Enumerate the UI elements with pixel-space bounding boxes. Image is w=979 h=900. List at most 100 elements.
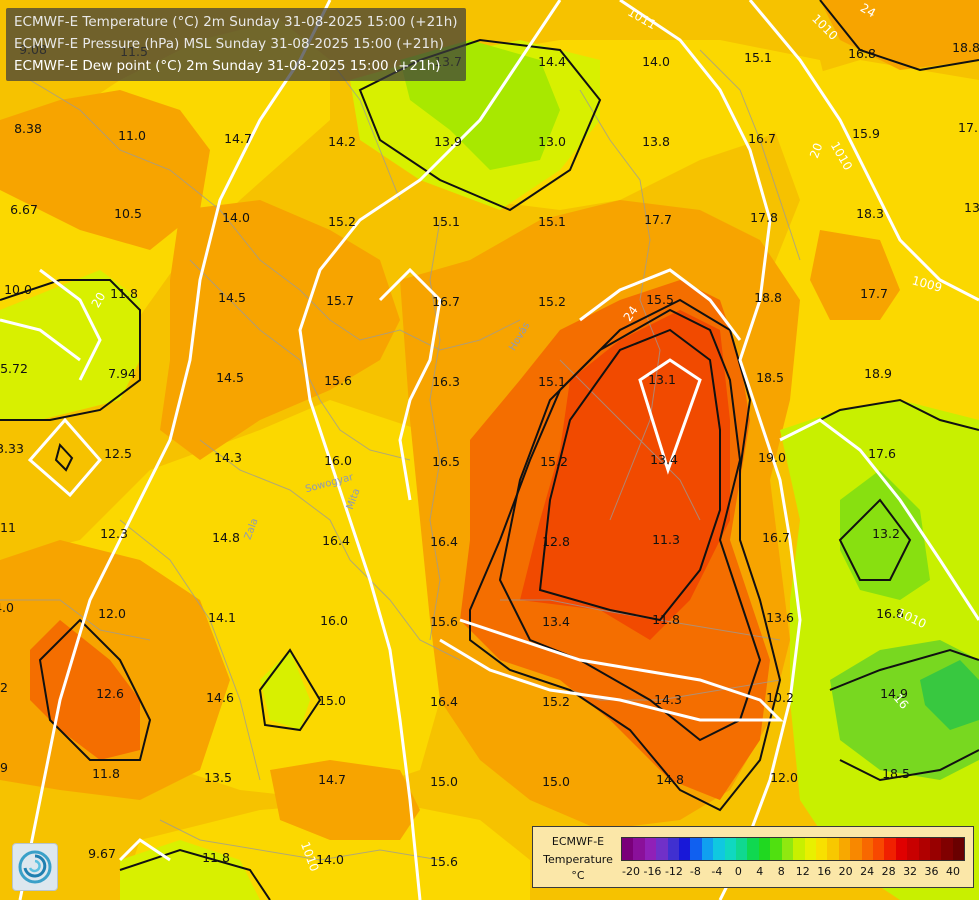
- temperature-value: 13.1: [648, 372, 676, 387]
- scale-color-step: [895, 838, 908, 860]
- scale-color-step: [941, 838, 953, 860]
- scale-color-step: [667, 838, 680, 860]
- temperature-value: 16.3: [432, 374, 460, 389]
- temperature-value: 12.5: [104, 446, 132, 461]
- temperature-value: 11.3: [652, 532, 680, 547]
- temperature-value: 6.67: [10, 202, 38, 217]
- temperature-value: 15.1: [538, 214, 566, 229]
- temperature-value: 11.0: [118, 128, 146, 143]
- dewpoint-label: 24: [858, 1, 878, 21]
- scale-color-step: [690, 838, 702, 860]
- layer-legend-panel: ECMWF-E Temperature (°C) 2m Sunday 31-08…: [6, 8, 466, 81]
- temperature-value: 15.2: [328, 214, 356, 229]
- orange-region-ne: [820, 0, 979, 70]
- temperature-value: 17.: [958, 120, 978, 135]
- temperature-value: 18.8: [754, 290, 782, 305]
- temperature-value: 15.6: [324, 373, 352, 388]
- temperature-value: 14.8: [656, 772, 684, 787]
- green-dark-se: [920, 660, 979, 730]
- legend-line-dewpoint[interactable]: ECMWF-E Dew point (°C) 2m Sunday 31-08-2…: [14, 58, 441, 74]
- temperature-value: 7.94: [108, 366, 136, 381]
- temperature-value: 15.9: [852, 126, 880, 141]
- temperature-value: 14.5: [218, 290, 246, 305]
- temperature-value: 18.5: [882, 766, 910, 781]
- temperature-value: 4.0: [0, 600, 14, 615]
- legend-line-temperature[interactable]: ECMWF-E Temperature (°C) 2m Sunday 31-08…: [14, 14, 458, 30]
- scale-color-step: [827, 838, 839, 860]
- scale-tick-label: -8: [689, 865, 701, 878]
- temperature-value: .9: [0, 760, 8, 775]
- temperature-value: 14.8: [212, 530, 240, 545]
- scale-tick-label: -16: [643, 865, 662, 878]
- scale-tick-labels: -20 -16 -12 -8 -4 0 4 8 12 16 20 24 28 32 36 40: [621, 865, 963, 879]
- scale-color-step: [861, 838, 873, 860]
- temperature-value: 15.1: [538, 374, 566, 389]
- temperature-value: 19.0: [758, 450, 786, 465]
- temperature-value: 13.0: [538, 134, 566, 149]
- temperature-value: 12.0: [770, 770, 798, 785]
- temperature-value: 10.2: [766, 690, 794, 705]
- temperature-value: 9.67: [88, 846, 116, 861]
- scale-title-variable: Temperature: [543, 853, 613, 866]
- scale-color-step: [872, 838, 885, 860]
- scale-color-step: [644, 838, 657, 860]
- green-pocket-center: [260, 650, 310, 730]
- temperature-value: 16.7: [432, 294, 460, 309]
- temperature-value: 17.8: [750, 210, 778, 225]
- temperature-value: 18.3: [856, 206, 884, 221]
- temperature-value: 16.4: [430, 694, 458, 709]
- scale-color-bar: [621, 837, 965, 861]
- temperature-value: 14.7: [224, 131, 252, 146]
- temperature-value: 15.0: [542, 774, 570, 789]
- temperature-value: 10.0: [4, 282, 32, 297]
- scale-color-step: [838, 838, 851, 860]
- temperature-value: 12.0: [98, 606, 126, 621]
- temperature-value: 17.7: [644, 212, 672, 227]
- scale-tick-label: 32: [903, 865, 918, 878]
- temperature-value: 10.5: [114, 206, 142, 221]
- scale-color-step: [770, 838, 782, 860]
- temperature-value: 16.8: [876, 606, 904, 621]
- temperature-value: 15.0: [430, 774, 458, 789]
- temperature-value: 15.2: [538, 294, 566, 309]
- swirl-icon: [18, 850, 52, 884]
- temperature-value: 15.2: [540, 454, 568, 469]
- scale-tick-label: 4: [756, 865, 764, 878]
- orange-pocket-sw: [30, 620, 140, 760]
- scale-tick-label: 40: [946, 865, 960, 878]
- temperature-value: 14.2: [328, 134, 356, 149]
- green-region-west: [0, 270, 140, 420]
- scale-color-step: [656, 838, 668, 860]
- temperature-value: 16.8: [848, 46, 876, 61]
- scale-tick-label: 8: [777, 865, 785, 878]
- temperature-value: 14.6: [206, 690, 234, 705]
- scale-color-step: [907, 838, 919, 860]
- scale-color-step: [679, 838, 691, 860]
- scale-color-step: [884, 838, 896, 860]
- scale-tick-label: -20: [622, 865, 640, 878]
- scale-color-step: [701, 838, 714, 860]
- temperature-value: .11: [0, 520, 16, 535]
- temperature-value: 13.2: [872, 526, 900, 541]
- temperature-value: 14.4: [538, 54, 566, 69]
- temperature-value: 13: [964, 200, 979, 215]
- scale-tick-label: 28: [881, 865, 896, 878]
- temperature-value: 11.8: [652, 612, 680, 627]
- temperature-value: 15.0: [318, 693, 346, 708]
- temperature-value: 16.5: [432, 454, 460, 469]
- temperature-value: 16.4: [430, 534, 458, 549]
- temperature-value: 8.38: [14, 121, 42, 136]
- ecmwf-logo[interactable]: [12, 843, 58, 891]
- legend-line-pressure[interactable]: ECMWF-E Pressure (hPa) MSL Sunday 31-08-…: [14, 36, 444, 52]
- temperature-value: 12.8: [542, 534, 570, 549]
- orange-region-south: [270, 760, 420, 840]
- scale-color-step: [724, 838, 737, 860]
- temperature-value: 14.0: [642, 54, 670, 69]
- temperature-value: 16.7: [748, 131, 776, 146]
- scale-color-step: [804, 838, 816, 860]
- scale-title-unit: °C: [571, 869, 585, 882]
- dewpoint-label: 20: [89, 290, 109, 310]
